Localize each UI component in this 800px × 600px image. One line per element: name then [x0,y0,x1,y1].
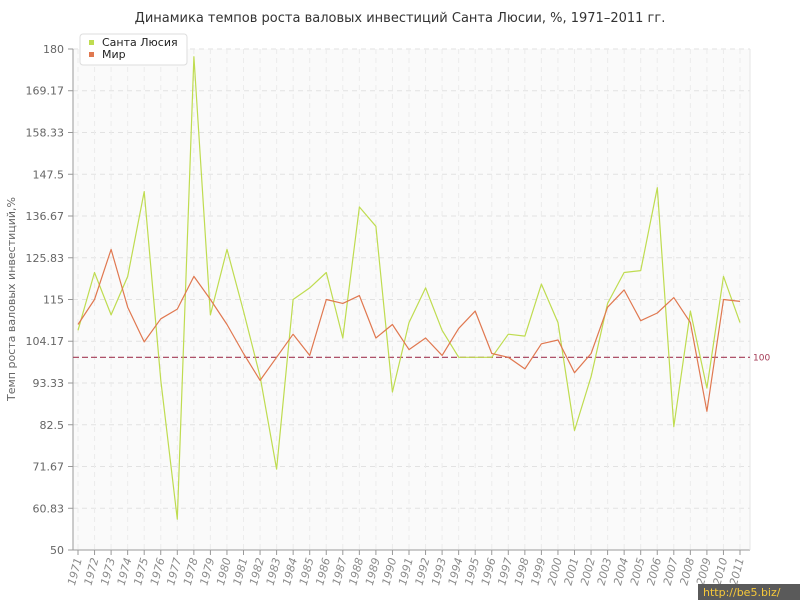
legend-entry[interactable]: Санта Люсия [102,36,178,49]
chart-title: Динамика темпов роста валовых инвестиций… [135,11,666,26]
series-line-1 [77,248,741,412]
y-tick-label: 93.33 [33,377,65,390]
reference-line-label: 100 [753,353,770,363]
axes [68,48,751,555]
y-tick-label: 169.17 [26,85,65,98]
y-tick-label: 158.33 [26,127,65,140]
y-tick-label: 60.83 [33,502,65,515]
y-tick-label: 82.5 [40,419,65,432]
y-tick-label: 180 [43,43,64,56]
y-tick-label: 125.83 [26,252,65,265]
x-tick-label: 2011 [727,556,747,586]
legend-swatch [89,40,94,45]
grid [73,48,750,551]
series-line-0 [77,56,741,520]
x-axis-ticks: 1971197219731974197519761977197819791980… [65,556,747,586]
series-lines [77,56,741,520]
y-axis-ticks: 50 60.83 71.67 82.5 93.33 104.17 115 125.83 136.… [26,43,65,557]
y-tick-label: 50 [50,544,64,557]
y-tick-label: 104.17 [26,335,65,348]
y-tick-label: 115 [43,294,64,307]
y-tick-label: 136.67 [26,210,65,223]
watermark[interactable]: http://be5.biz/ [698,584,800,600]
reference-line: 100 [73,353,770,363]
legend-box [79,33,188,66]
legend-entry[interactable]: Мир [102,48,126,61]
watermark-text: http://be5.biz/ [703,586,781,599]
y-tick-label: 147.5 [33,168,65,181]
legend-swatch [89,52,94,57]
watermark-background [698,584,800,600]
y-axis-label: Темп роста валовых инвестиций,% [5,197,18,402]
y-tick-label: 71.67 [33,460,65,473]
